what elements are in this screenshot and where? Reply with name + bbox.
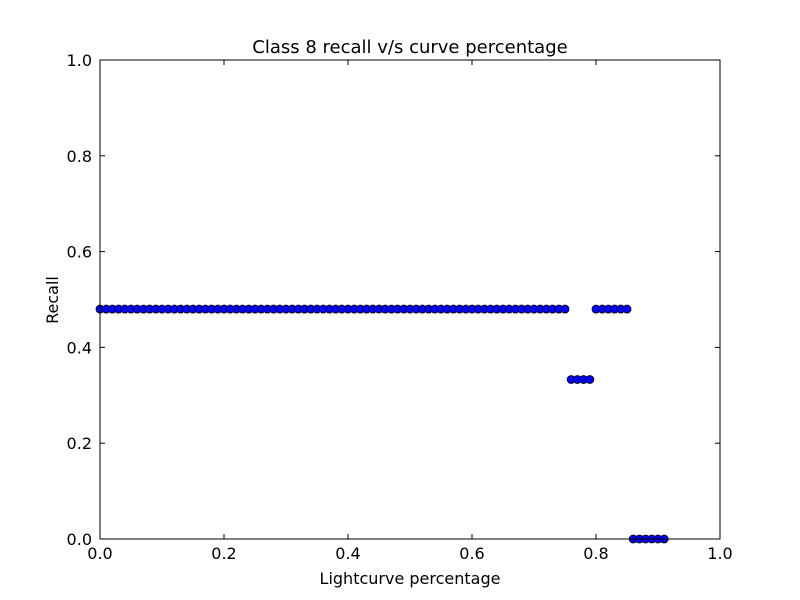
data-point	[560, 304, 570, 314]
y-tick-label: 0.4	[67, 338, 92, 357]
x-tick-label: 0.8	[583, 544, 608, 563]
y-tick-label: 1.0	[67, 51, 92, 70]
y-tick-label: 0.2	[67, 434, 92, 453]
y-tick-label: 0.8	[67, 147, 92, 166]
x-tick-label: 0.6	[459, 544, 484, 563]
chart-title: Class 8 recall v/s curve percentage	[252, 37, 567, 58]
y-tick-label: 0.0	[67, 530, 92, 549]
x-tick-label: 1.0	[707, 544, 732, 563]
plot-frame	[99, 59, 721, 540]
data-points	[95, 304, 669, 544]
y-axis-label: Recall	[43, 276, 62, 324]
y-tick-label: 0.6	[67, 243, 92, 262]
x-tick-label: 0.2	[211, 544, 236, 563]
x-tick-label: 0.0	[87, 544, 112, 563]
data-point	[585, 375, 595, 384]
data-point	[622, 304, 632, 314]
x-axis-label: Lightcurve percentage	[320, 569, 501, 588]
x-tick-label: 0.4	[335, 544, 360, 563]
